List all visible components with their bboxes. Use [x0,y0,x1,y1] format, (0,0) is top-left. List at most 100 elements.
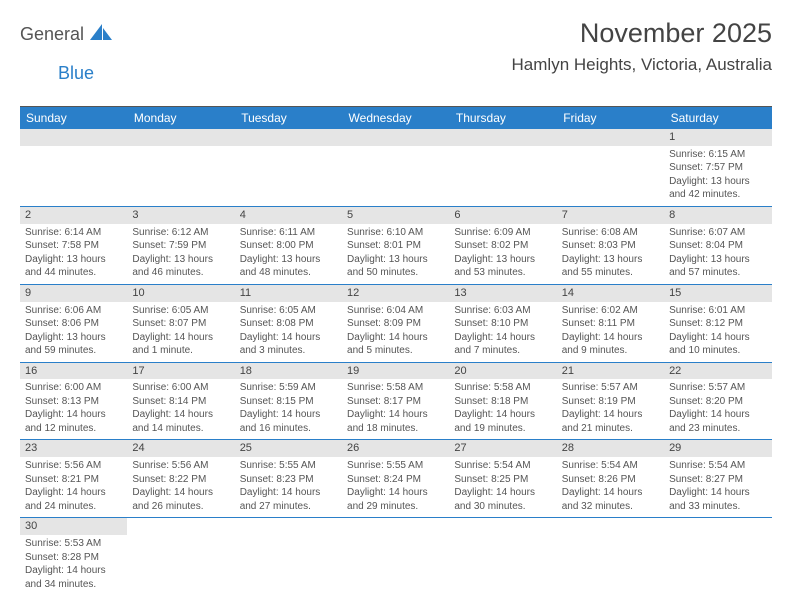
calendar-cell [20,129,127,206]
daylight-text: Daylight: 14 hours and 10 minutes. [669,331,766,358]
calendar-cell [342,518,449,595]
calendar-cell: 27Sunrise: 5:54 AMSunset: 8:25 PMDayligh… [449,440,556,518]
calendar-cell [127,518,234,595]
calendar-cell [557,129,664,206]
sunrise-text: Sunrise: 5:59 AM [240,381,337,395]
day-data: Sunrise: 5:57 AMSunset: 8:19 PMDaylight:… [557,379,664,439]
day-data: Sunrise: 6:05 AMSunset: 8:08 PMDaylight:… [235,302,342,362]
daylight-text: Daylight: 14 hours and 34 minutes. [25,564,122,591]
brand-sail-icon [90,24,112,45]
sunrise-text: Sunrise: 5:57 AM [562,381,659,395]
day-data: Sunrise: 5:54 AMSunset: 8:26 PMDaylight:… [557,457,664,517]
day-data: Sunrise: 6:09 AMSunset: 8:02 PMDaylight:… [449,224,556,284]
day-number: 17 [127,363,234,380]
daylight-text: Daylight: 13 hours and 55 minutes. [562,253,659,280]
calendar-cell: 14Sunrise: 6:02 AMSunset: 8:11 PMDayligh… [557,284,664,362]
day-number: 3 [127,207,234,224]
day-data: Sunrise: 5:53 AMSunset: 8:28 PMDaylight:… [20,535,127,595]
calendar-week: 9 Sunrise: 6:06 AMSunset: 8:06 PM Daylight… [20,284,772,362]
calendar-body: 1Sunrise: 6:15 AMSunset: 7:57 PMDaylight… [20,129,772,595]
sunset-text: Sunset: 8:20 PM [669,395,766,409]
sunrise-text: Sunrise: 6:00 AM [25,381,122,395]
sunrise-text: Sunrise: 6:05 AM [132,304,229,318]
daylight-text: Daylight: 14 hours and 23 minutes. [669,408,766,435]
daylight-text: Daylight: 13 hours and 53 minutes. [454,253,551,280]
day-number: 8 [664,207,771,224]
day-number: 28 [557,440,664,457]
sunset-text: Sunset: 8:23 PM [240,473,337,487]
sunset-text: Sunset: 8:10 PM [454,317,551,331]
calendar-cell: 16Sunrise: 6:00 AMSunset: 8:13 PMDayligh… [20,362,127,440]
day-header: Thursday [449,107,556,129]
daylight-text: Daylight: 14 hours and 1 minute. [132,331,229,358]
daylight-text: Daylight: 13 hours and 44 minutes. [25,253,122,280]
daylight-text: Daylight: 14 hours and 7 minutes. [454,331,551,358]
calendar-cell: 5Sunrise: 6:10 AMSunset: 8:01 PMDaylight… [342,206,449,284]
day-header: Saturday [664,107,771,129]
calendar-cell: 30Sunrise: 5:53 AMSunset: 8:28 PMDayligh… [20,518,127,595]
sunrise-text: Sunrise: 6:10 AM [347,226,444,240]
day-number: 1 [664,129,771,146]
sunrise-text: Sunrise: 6:14 AM [25,226,122,240]
daylight-text: Daylight: 14 hours and 32 minutes. [562,486,659,513]
calendar-cell: 25Sunrise: 5:55 AMSunset: 8:23 PMDayligh… [235,440,342,518]
calendar-cell: 1Sunrise: 6:15 AMSunset: 7:57 PMDaylight… [664,129,771,206]
day-number: 6 [449,207,556,224]
daylight-text: Daylight: 13 hours and 42 minutes. [669,175,766,202]
day-number: 15 [664,285,771,302]
sunrise-text: Sunrise: 6:01 AM [669,304,766,318]
calendar-cell [664,518,771,595]
sunrise-text: Sunrise: 5:55 AM [240,459,337,473]
day-number: 9 [20,285,127,302]
sunrise-text: Sunrise: 6:09 AM [454,226,551,240]
sunset-text: Sunset: 8:27 PM [669,473,766,487]
daylight-text: Daylight: 14 hours and 19 minutes. [454,408,551,435]
calendar-cell [449,129,556,206]
calendar-cell: 11Sunrise: 6:05 AMSunset: 8:08 PMDayligh… [235,284,342,362]
sunset-text: Sunset: 8:08 PM [240,317,337,331]
daylight-text: Daylight: 14 hours and 24 minutes. [25,486,122,513]
brand-part1: General [20,24,84,45]
calendar-cell: 3Sunrise: 6:12 AMSunset: 7:59 PMDaylight… [127,206,234,284]
daylight-text: Daylight: 14 hours and 12 minutes. [25,408,122,435]
calendar-cell: 8Sunrise: 6:07 AMSunset: 8:04 PMDaylight… [664,206,771,284]
day-data: Sunrise: 5:56 AMSunset: 8:21 PMDaylight:… [20,457,127,517]
sunrise-text: Sunrise: 6:04 AM [347,304,444,318]
day-data: Sunrise: 6:02 AMSunset: 8:11 PMDaylight:… [557,302,664,362]
calendar-cell: 9Sunrise: 6:06 AMSunset: 8:06 PMDaylight… [20,284,127,362]
sunrise-text: Sunrise: 6:03 AM [454,304,551,318]
sunset-text: Sunset: 8:00 PM [240,239,337,253]
sunrise-text: Sunrise: 6:15 AM [669,148,766,162]
calendar-cell: 23Sunrise: 5:56 AMSunset: 8:21 PMDayligh… [20,440,127,518]
sunset-text: Sunset: 8:14 PM [132,395,229,409]
calendar-cell: 21Sunrise: 5:57 AMSunset: 8:19 PMDayligh… [557,362,664,440]
day-data: Sunrise: 6:10 AMSunset: 8:01 PMDaylight:… [342,224,449,284]
daylight-text: Daylight: 14 hours and 18 minutes. [347,408,444,435]
day-data: Sunrise: 6:07 AMSunset: 8:04 PMDaylight:… [664,224,771,284]
sunset-text: Sunset: 8:19 PM [562,395,659,409]
day-number: 2 [20,207,127,224]
sunset-text: Sunset: 8:06 PM [25,317,122,331]
daylight-text: Daylight: 14 hours and 29 minutes. [347,486,444,513]
sunrise-text: Sunrise: 5:53 AM [25,537,122,551]
day-header: Tuesday [235,107,342,129]
day-data: Sunrise: 6:15 AMSunset: 7:57 PMDaylight:… [664,146,771,206]
calendar-cell: 15Sunrise: 6:01 AMSunset: 8:12 PMDayligh… [664,284,771,362]
day-number: 30 [20,518,127,535]
sunset-text: Sunset: 8:02 PM [454,239,551,253]
sunrise-text: Sunrise: 6:08 AM [562,226,659,240]
sunset-text: Sunset: 8:07 PM [132,317,229,331]
sunrise-text: Sunrise: 5:56 AM [132,459,229,473]
calendar-cell: 17Sunrise: 6:00 AMSunset: 8:14 PMDayligh… [127,362,234,440]
calendar-week: 16Sunrise: 6:00 AMSunset: 8:13 PMDayligh… [20,362,772,440]
sunrise-text: Sunrise: 5:54 AM [669,459,766,473]
day-number: 24 [127,440,234,457]
sunrise-text: Sunrise: 5:54 AM [562,459,659,473]
daylight-text: Daylight: 14 hours and 33 minutes. [669,486,766,513]
calendar-week: 23Sunrise: 5:56 AMSunset: 8:21 PMDayligh… [20,440,772,518]
sunset-text: Sunset: 8:15 PM [240,395,337,409]
sunrise-text: Sunrise: 5:58 AM [347,381,444,395]
day-data: Sunrise: 6:14 AMSunset: 7:58 PMDaylight:… [20,224,127,284]
sunrise-text: Sunrise: 6:06 AM [25,304,122,318]
calendar-cell [235,518,342,595]
